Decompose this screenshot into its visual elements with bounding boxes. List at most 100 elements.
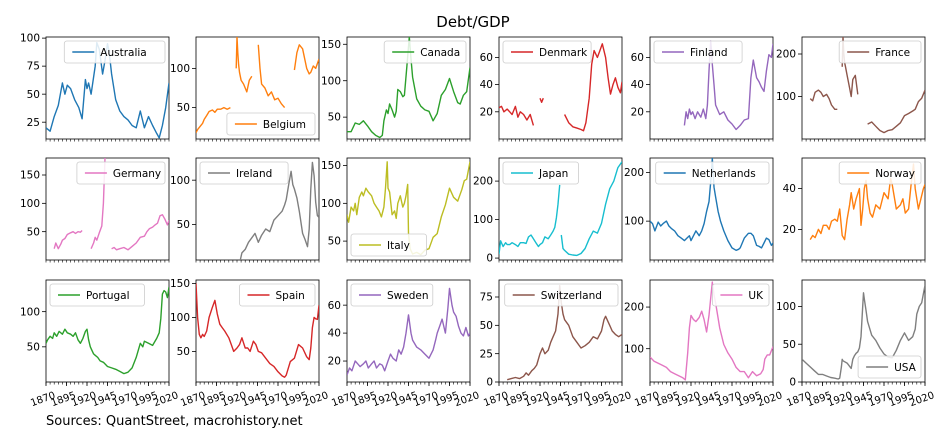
series-line-germany: [53, 158, 169, 251]
legend-box: [383, 40, 467, 64]
y-tick-label: 100: [776, 91, 796, 103]
source-note: Sources: QuantStreet, macrohistory.net: [46, 414, 303, 429]
y-tick-label: 60: [631, 52, 644, 64]
y-tick-label: 0: [486, 253, 493, 265]
y-tick-label: 20: [631, 106, 644, 118]
series-line-uk: [650, 281, 773, 381]
series-line-denmark: [499, 43, 622, 132]
y-tick-label: 20: [783, 224, 796, 236]
series-line-italy: [347, 161, 470, 256]
legend-box: [502, 161, 579, 185]
legend-label: Switzerland: [541, 290, 602, 302]
series-line-belgium: [196, 37, 319, 134]
legend: Switzerland: [504, 283, 619, 307]
y-tick-label: 100: [170, 175, 190, 187]
legend-box: [653, 40, 743, 64]
legend-box: [838, 161, 922, 185]
legend: Denmark: [502, 40, 592, 64]
y-tick-label: 100: [776, 301, 796, 313]
y-tick-label: 150: [20, 170, 40, 182]
series-line-usa: [802, 285, 925, 380]
y-tick-label: 100: [20, 33, 40, 45]
subplot-italy: 50 100 150 Italy: [321, 157, 471, 263]
subplot-norway: 20 40 Norway: [783, 157, 926, 263]
legend: Portugal: [49, 283, 145, 307]
legend-box: [63, 40, 166, 64]
series-line-portugal: [46, 286, 169, 375]
y-tick-label: 0: [486, 377, 493, 389]
y-tick-label: 100: [321, 75, 341, 87]
y-tick-label: 100: [624, 343, 644, 355]
y-tick-label: 40: [328, 328, 341, 340]
y-tick-label: 0: [789, 377, 796, 389]
legend: USA: [857, 355, 922, 379]
y-tick-label: 100: [473, 214, 493, 226]
legend-box: [199, 161, 289, 185]
legend-label: Portugal: [86, 290, 130, 302]
legend-label: Spain: [276, 290, 305, 302]
y-tick-label: 40: [480, 79, 493, 91]
legend-label: Sweden: [387, 290, 429, 302]
legend: Netherlands: [655, 161, 770, 185]
y-tick-label: 100: [170, 312, 190, 324]
y-tick-label: 50: [177, 346, 190, 358]
y-tick-label: 150: [321, 39, 341, 51]
figure-title: Debt/GDP: [436, 13, 509, 31]
y-tick-label: 100: [321, 198, 341, 210]
legend-label: USA: [894, 362, 917, 374]
y-tick-label: 150: [321, 160, 341, 172]
legend-label: Norway: [875, 168, 915, 180]
series-line-sweden: [347, 287, 470, 376]
legend-label: France: [875, 47, 910, 59]
legend-label: UK: [748, 290, 764, 302]
subplot-spain: 501001501870189519201945197019952020Spai…: [170, 278, 330, 409]
y-tick-label: 50: [27, 89, 40, 101]
legend-box: [350, 233, 427, 257]
y-tick-label: 200: [624, 302, 644, 314]
series-line-canada: [347, 37, 470, 139]
subplot-switzerland: 02550751870189519201945197019952020Switz…: [480, 279, 633, 409]
y-tick-label: 100: [624, 216, 644, 228]
legend: Belgium: [226, 112, 316, 136]
subplot-canada: 50 100 150 Canada: [321, 36, 471, 142]
y-tick-label: 200: [776, 49, 796, 61]
legend-box: [239, 283, 316, 307]
y-tick-label: 20: [480, 106, 493, 118]
legend-box: [857, 355, 922, 379]
y-tick-label: 50: [27, 341, 40, 353]
subplot-ireland: 50 100 Ireland: [170, 157, 320, 263]
y-tick-label: 75: [480, 292, 493, 304]
legend-label: Denmark: [539, 47, 588, 59]
legend: Canada: [383, 40, 467, 64]
subplot-australia: 25 50 75 100 Australia: [20, 33, 170, 142]
series-line-spain: [196, 283, 319, 378]
legend: Norway: [838, 161, 922, 185]
y-tick-label: 75: [27, 61, 40, 73]
y-tick-label: 25: [27, 117, 40, 129]
y-tick-label: 25: [480, 348, 493, 360]
y-tick-label: 100: [170, 63, 190, 75]
subplot-finland: 20 40 60 Finland: [631, 36, 774, 142]
y-tick-label: 60: [328, 300, 341, 312]
legend: France: [838, 40, 922, 64]
legend-box: [502, 40, 592, 64]
legend-box: [226, 112, 316, 136]
legend: Australia: [63, 40, 166, 64]
y-tick-label: 50: [480, 320, 493, 332]
y-tick-label: 100: [20, 198, 40, 210]
legend-label: Belgium: [263, 119, 306, 131]
subplot-germany: 50 100 150 Germany: [20, 157, 170, 263]
legend: Spain: [239, 283, 316, 307]
series-line-norway: [809, 163, 925, 241]
y-tick-label: 100: [20, 306, 40, 318]
y-tick-label: 50: [328, 112, 341, 124]
subplot-netherlands: 100 200 Netherlands: [624, 157, 774, 263]
subplot-grid: 25 50 75 100 Australia 50 100 Belgium 50 100 150 Ca…: [20, 33, 936, 409]
legend: Japan: [502, 161, 579, 185]
legend: Germany: [76, 161, 166, 185]
legend-label: Germany: [113, 168, 161, 180]
